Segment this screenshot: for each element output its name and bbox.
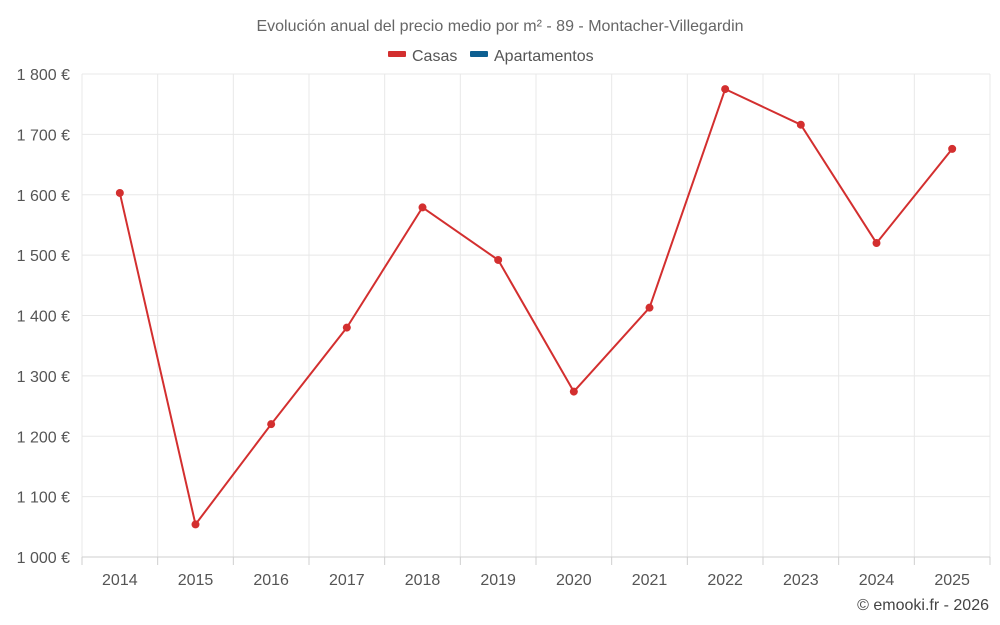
- y-tick-label: 1 000 €: [17, 550, 70, 567]
- x-tick-label: 2020: [556, 572, 592, 589]
- data-point: [342, 323, 351, 332]
- plot-area: [115, 85, 957, 529]
- data-point: [569, 387, 578, 396]
- x-tick-label: 2019: [480, 572, 516, 589]
- data-point: [494, 255, 503, 264]
- x-tick-label: 2018: [405, 572, 441, 589]
- legend-item-casas[interactable]: Casas: [388, 48, 457, 65]
- data-point: [872, 239, 881, 248]
- x-gridlines: [81, 74, 991, 565]
- legend-swatch-apartamentos: [470, 51, 488, 57]
- x-axis-ticks: 2014 2015 2016 2017 2018 2019 2020 2021 2022 2023…: [102, 572, 970, 589]
- y-tick-label: 1 200 €: [17, 429, 70, 446]
- legend-label-casas: Casas: [412, 48, 457, 65]
- data-point: [948, 144, 957, 153]
- data-point: [418, 203, 427, 212]
- data-point: [721, 85, 730, 94]
- legend-label-apartamentos: Apartamentos: [494, 48, 594, 65]
- series-line-casas: [118, 88, 953, 526]
- y-tick-label: 1 500 €: [17, 248, 70, 265]
- x-tick-label: 2023: [783, 572, 819, 589]
- y-tick-label: 1 600 €: [17, 188, 70, 205]
- legend-swatch-casas: [388, 51, 406, 57]
- data-point: [115, 188, 124, 197]
- data-point: [191, 520, 200, 529]
- data-point: [267, 420, 276, 429]
- y-axis-ticks: 1 000 € 1 100 € 1 200 € 1 300 € 1 400 € 1 500…: [17, 67, 70, 567]
- y-tick-label: 1 100 €: [17, 490, 70, 507]
- x-tick-label: 2021: [632, 572, 668, 589]
- x-tick-label: 2022: [707, 572, 743, 589]
- data-point: [645, 303, 654, 312]
- chart-title: Evolución anual del precio medio por m² …: [256, 18, 743, 35]
- y-tick-label: 1 400 €: [17, 309, 70, 326]
- x-tick-label: 2016: [253, 572, 289, 589]
- x-tick-label: 2015: [178, 572, 214, 589]
- x-tick-label: 2024: [859, 572, 895, 589]
- y-tick-label: 1 700 €: [17, 127, 70, 144]
- x-tick-label: 2025: [934, 572, 970, 589]
- credit-text: © emooki.fr - 2026: [857, 597, 989, 614]
- x-tick-label: 2017: [329, 572, 365, 589]
- data-point: [796, 120, 805, 129]
- y-tick-label: 1 800 €: [17, 67, 70, 84]
- x-tick-label: 2014: [102, 572, 138, 589]
- legend: Casas Apartamentos: [388, 48, 594, 65]
- y-tick-label: 1 300 €: [17, 369, 70, 386]
- legend-item-apartamentos[interactable]: Apartamentos: [470, 48, 594, 65]
